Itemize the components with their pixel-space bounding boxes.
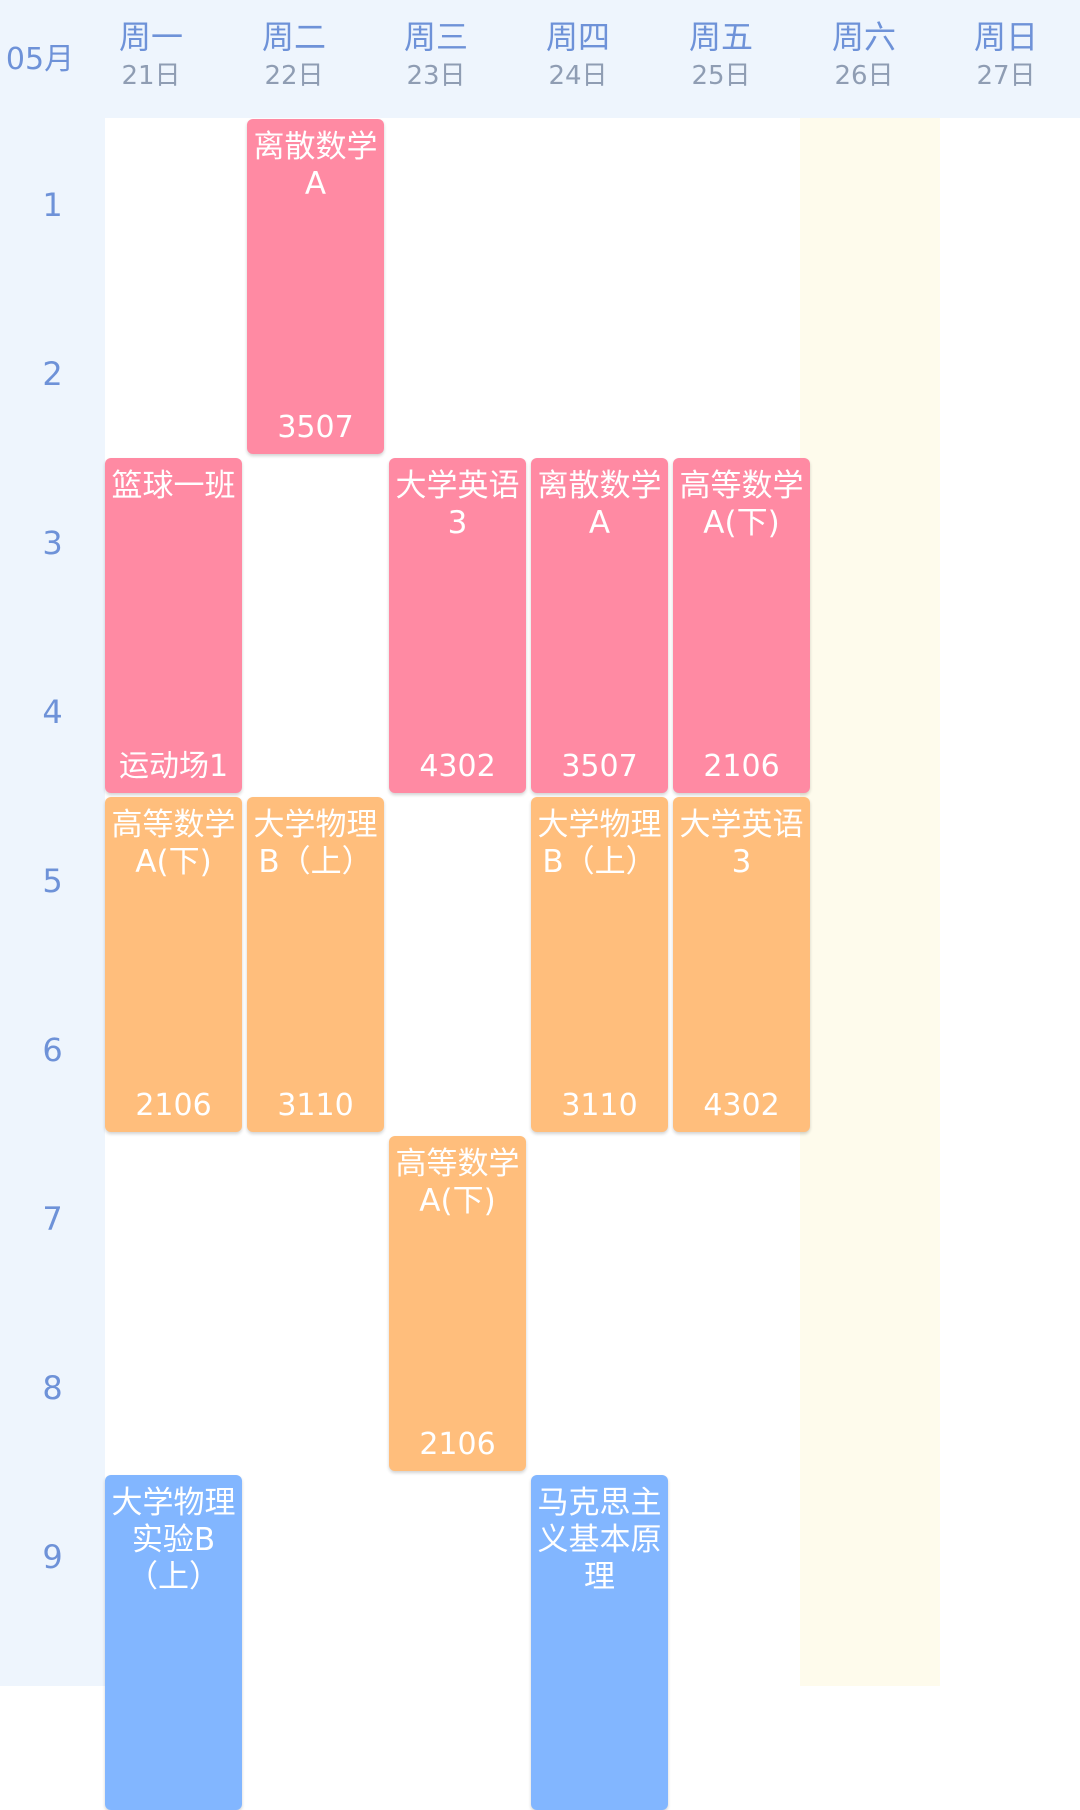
course-block[interactable]: 大学物理B（上） 3110	[531, 797, 668, 1132]
day-header-tue[interactable]: 周二 22日	[224, 18, 364, 94]
course-block[interactable]: 大学英语3 4302	[673, 797, 810, 1132]
course-room: 4302	[419, 749, 496, 784]
weekday-label: 周二	[261, 18, 326, 56]
date-label: 21日	[121, 61, 181, 91]
day-header-wed[interactable]: 周三 23日	[366, 18, 506, 94]
date-label: 22日	[264, 61, 324, 91]
course-room: 3110	[561, 1088, 638, 1123]
course-room: 2106	[703, 749, 780, 784]
period-number: 4	[42, 693, 63, 731]
weekday-label: 周一	[118, 18, 183, 56]
weekday-label: 周六	[831, 18, 896, 56]
course-name: 离散数学A	[253, 129, 378, 202]
course-block[interactable]: 高等数学A(下) 2106	[389, 1136, 526, 1471]
day-header-thu[interactable]: 周四 24日	[508, 18, 648, 94]
course-name: 高等数学A(下)	[679, 468, 804, 541]
date-label: 23日	[406, 61, 466, 91]
period-number: 5	[42, 862, 63, 900]
course-name: 高等数学A(下)	[395, 1146, 520, 1219]
course-name: 离散数学A	[537, 468, 662, 541]
course-name: 大学英语3	[679, 807, 804, 880]
course-room: 4302	[703, 1088, 780, 1123]
course-name: 马克思主义基本原理	[537, 1485, 662, 1595]
course-room: 运动场1	[118, 749, 229, 784]
course-block[interactable]: 大学英语3 4302	[389, 458, 526, 793]
course-room: 3110	[277, 1088, 354, 1123]
period-number: 3	[42, 524, 63, 562]
course-block[interactable]: 篮球一班运动场1	[105, 458, 242, 793]
course-block[interactable]: 离散数学A 3507	[247, 119, 384, 454]
period-number: 2	[42, 355, 63, 393]
course-name: 大学物理B（上）	[253, 807, 378, 880]
period-number: 9	[42, 1538, 63, 1576]
weekday-label: 周日	[973, 18, 1038, 56]
date-label: 25日	[691, 61, 751, 91]
course-name: 大学英语3	[395, 468, 520, 541]
date-label: 27日	[976, 61, 1036, 91]
course-block[interactable]: 大学物理B（上） 3110	[247, 797, 384, 1132]
course-room: 2106	[419, 1427, 496, 1462]
period-number: 6	[42, 1031, 63, 1069]
month-label: 05月	[5, 42, 75, 77]
course-block[interactable]: 马克思主义基本原理	[531, 1475, 668, 1810]
course-room: 3507	[277, 410, 354, 445]
course-block[interactable]: 大学物理实验B（上）	[105, 1475, 242, 1810]
day-header-sun[interactable]: 周日 27日	[936, 18, 1076, 94]
saturday-column	[800, 118, 940, 1686]
course-block[interactable]: 高等数学A(下) 2106	[105, 797, 242, 1132]
course-room: 2106	[135, 1088, 212, 1123]
day-header-mon[interactable]: 周一 21日	[81, 18, 221, 94]
weekday-label: 周三	[403, 18, 468, 56]
date-label: 24日	[548, 61, 608, 91]
day-header-fri[interactable]: 周五 25日	[651, 18, 791, 94]
course-name: 高等数学A(下)	[111, 807, 236, 880]
period-number: 8	[42, 1369, 63, 1407]
period-number: 7	[42, 1200, 63, 1238]
course-room: 3507	[561, 749, 638, 784]
weekday-label: 周五	[688, 18, 753, 56]
weekday-label: 周四	[545, 18, 610, 56]
day-header-sat[interactable]: 周六 26日	[794, 18, 934, 94]
course-block[interactable]: 高等数学A(下) 2106	[673, 458, 810, 793]
period-sidebar: 1 2 3 4 5 6 7 8 9	[0, 118, 105, 1686]
course-block[interactable]: 离散数学A 3507	[531, 458, 668, 793]
week-header: 05月 周一 21日 周二 22日 周三 23日 周四 24日 周五 25日 周…	[0, 0, 1080, 118]
course-name: 篮球一班	[111, 468, 236, 504]
course-name: 大学物理实验B（上）	[111, 1485, 236, 1595]
course-name: 大学物理B（上）	[537, 807, 662, 880]
date-label: 26日	[834, 61, 894, 91]
period-number: 1	[42, 186, 63, 224]
